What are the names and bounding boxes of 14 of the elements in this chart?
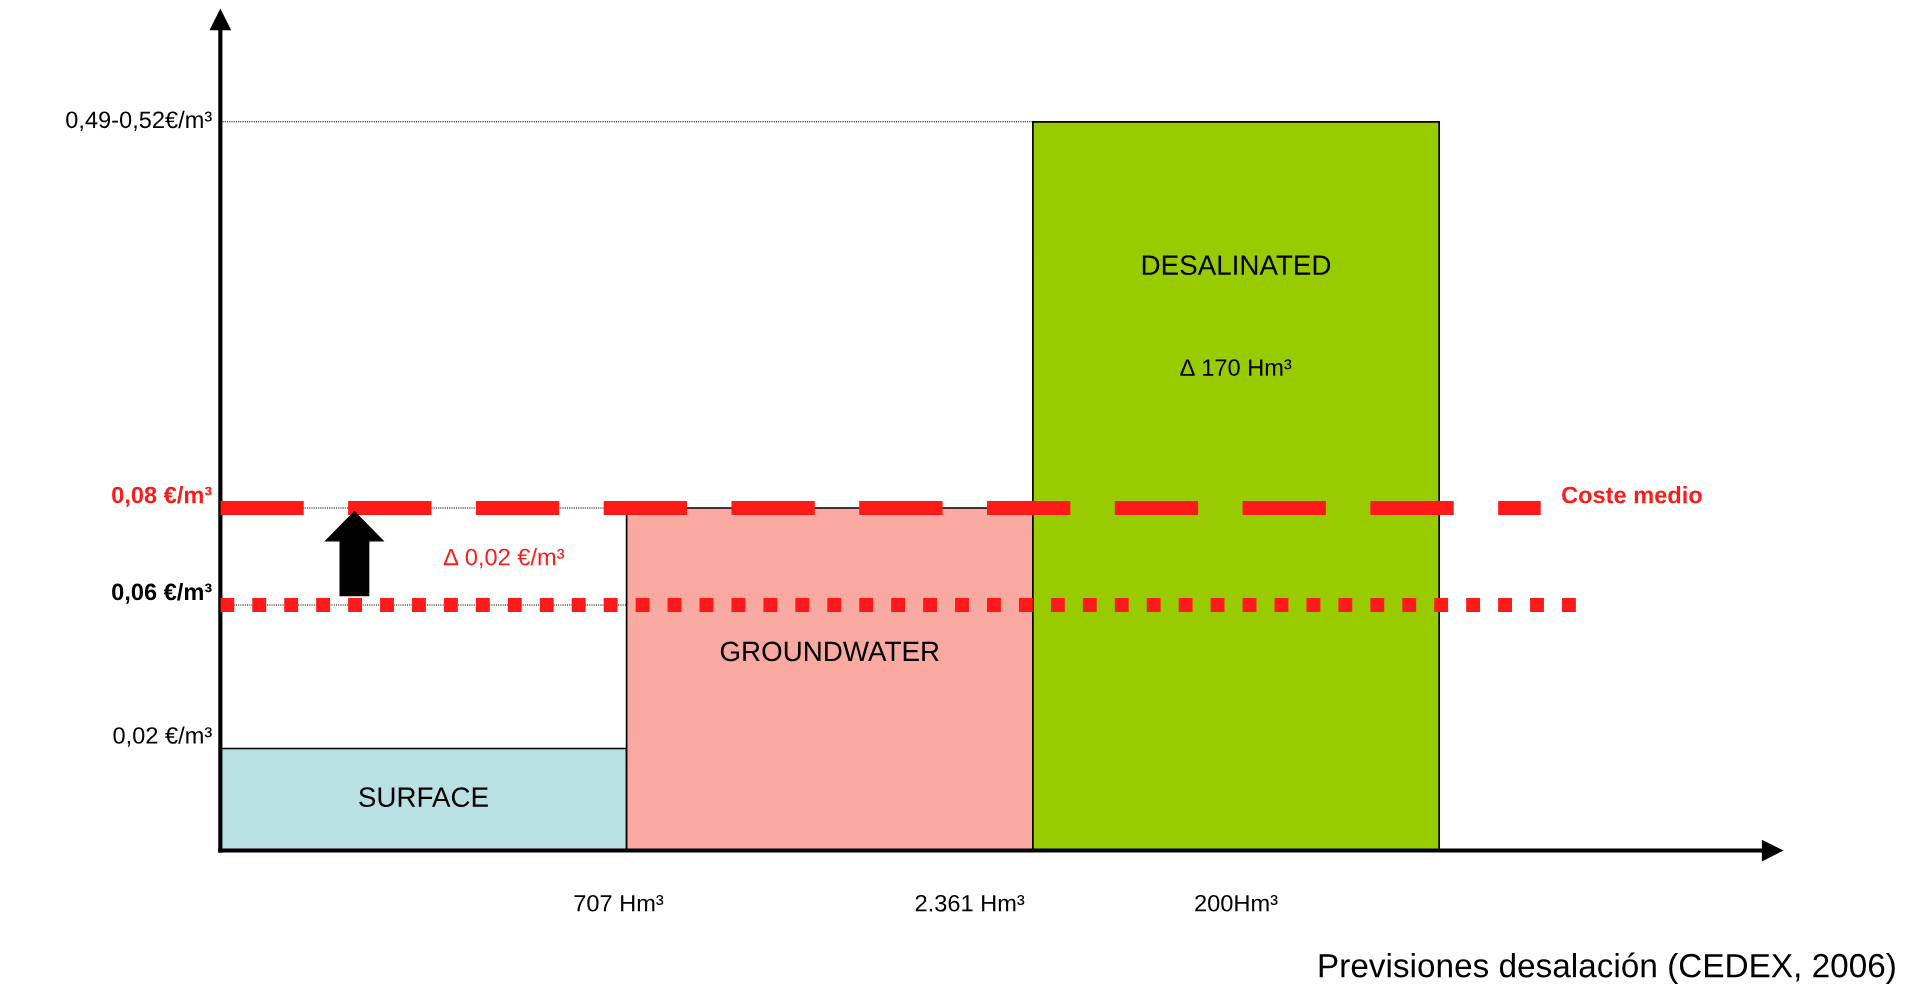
text: 707 Hm³: [574, 894, 664, 912]
text: Previsiones desalación (CEDEX, 2006): [1319, 952, 1895, 985]
x-tick-label: SURFACE: [359, 787, 488, 807]
text: 0,08 €/m³: [112, 486, 212, 507]
x-tick-label: GROUNDWATER: [720, 641, 939, 662]
ref-line-label: Coste medio: [1562, 486, 1702, 504]
text: 200Hm³: [1195, 894, 1278, 912]
text: 0,06 €/m³: [112, 582, 212, 604]
text: 0,02 €/m³: [113, 726, 212, 747]
annotation: ∆ 0,02 €/m³: [443, 548, 565, 569]
annotation: ∆ 170 Hm³: [1180, 359, 1292, 376]
x-tick-label: DESALINATED: [1142, 255, 1331, 276]
text: 0,49-0,52€/m³: [66, 110, 212, 131]
text: 2.361 Hm³: [915, 894, 1025, 912]
